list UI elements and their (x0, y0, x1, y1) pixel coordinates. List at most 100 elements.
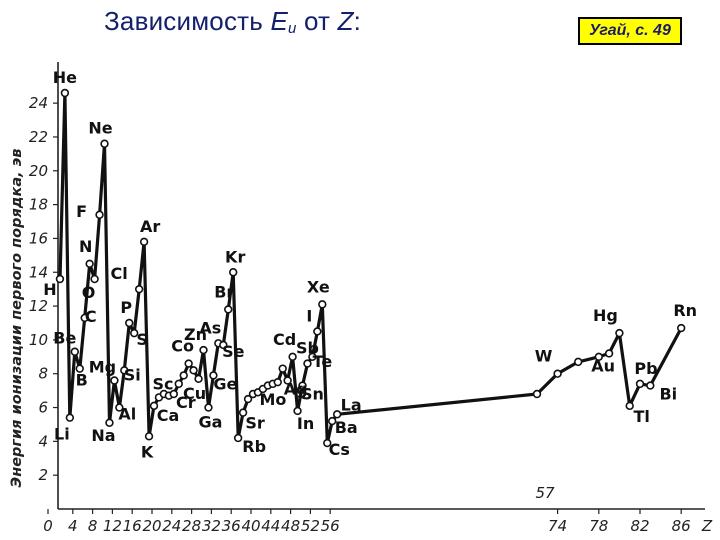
data-point (105, 418, 114, 427)
x-tick-label: 86 (672, 517, 691, 535)
element-label: Co (171, 337, 194, 356)
data-point (328, 416, 337, 426)
y-tick-label: 22 (29, 128, 48, 146)
element-label: Cl (111, 264, 128, 283)
data-point (95, 210, 104, 219)
x-tick-label: 12 (103, 517, 122, 535)
element-label: La (341, 395, 362, 414)
element-label: Cu (183, 384, 206, 403)
data-point (238, 408, 248, 417)
y-tick-label: 12 (29, 297, 48, 315)
element-label: Si (124, 365, 141, 384)
y-tick-label: 18 (29, 196, 48, 214)
data-point (278, 364, 287, 373)
element-label: I (306, 306, 312, 325)
element-label: C (85, 307, 97, 326)
element-label: Na (91, 426, 115, 445)
x-tick-label: 44 (261, 517, 280, 535)
data-point (85, 259, 94, 268)
element-label: N (79, 237, 92, 256)
data-point (323, 438, 332, 448)
x-tick-label: 8 (88, 517, 98, 535)
data-point (318, 300, 327, 309)
data-point (144, 432, 154, 441)
y-tick-label: 2 (38, 466, 48, 484)
data-point (298, 381, 307, 390)
data-point (179, 371, 188, 380)
data-point (169, 389, 179, 399)
element-label: Sb (296, 339, 319, 358)
x-tick-label: 16 (123, 517, 142, 535)
element-label: Br (214, 282, 234, 301)
y-tick-label: 16 (29, 229, 48, 247)
data-point (676, 323, 686, 333)
element-label: Ca (157, 406, 180, 425)
data-point (55, 274, 65, 284)
y-tick-label: 6 (38, 399, 48, 417)
data-point (273, 377, 282, 387)
title-suffix: : (353, 6, 362, 36)
element-label: Al (118, 405, 136, 424)
element-label: Ga (198, 413, 222, 432)
element-label: B (76, 371, 88, 390)
data-point (293, 406, 302, 416)
data-point (70, 347, 80, 356)
data-point (115, 403, 124, 412)
data-point (615, 328, 624, 338)
x-tick-label: 20 (142, 517, 161, 535)
data-point (224, 305, 233, 314)
data-point (125, 318, 134, 328)
element-label: Mo (259, 390, 286, 409)
data-points (55, 88, 686, 448)
data-point (134, 284, 144, 294)
element-label: S (136, 330, 148, 349)
data-point (229, 268, 238, 277)
element-label: Pb (634, 359, 657, 378)
data-point (75, 364, 84, 373)
data-point (149, 401, 159, 411)
element-label: Ge (213, 374, 237, 393)
x-tick-label: 24 (162, 517, 181, 535)
element-label: H (43, 280, 56, 299)
x-tick-label: 0 (43, 517, 53, 535)
reference-text: Угай, с. 49 (589, 22, 671, 39)
element-label: Zn (184, 325, 207, 344)
title-sub: и (287, 20, 297, 37)
data-point (303, 359, 312, 368)
element-label: Xe (307, 277, 330, 296)
element-label: F (76, 202, 87, 221)
data-point (313, 327, 322, 336)
y-tick-label: 4 (38, 432, 48, 450)
data-point (100, 139, 109, 148)
data-point (90, 274, 99, 284)
data-point (120, 366, 129, 375)
data-point (184, 359, 193, 368)
title-z: Z (337, 6, 354, 36)
x-tick-label: 48 (281, 517, 300, 535)
element-label: Tl (633, 407, 649, 426)
title-prefix: Зависимость (104, 6, 271, 36)
x-tick-label: Z (701, 517, 713, 535)
data-point (60, 88, 70, 98)
data-point (65, 413, 75, 422)
element-label: K (141, 442, 154, 461)
element-label: Te (313, 352, 333, 371)
data-point (594, 352, 603, 362)
slide-title: Зависимость Eи от Z: (104, 6, 361, 37)
axes: Энергия ионизации первого порядка, эв (9, 62, 705, 510)
x-tick-label: 52 (301, 517, 320, 535)
data-point (283, 376, 292, 385)
element-label: Ar (140, 217, 160, 236)
element-label: Ne (88, 119, 112, 138)
element-label: Kr (225, 247, 245, 266)
element-label: W (535, 347, 553, 366)
x-tick-label: 28 (182, 517, 201, 535)
data-point (532, 389, 542, 399)
element-label: Cr (176, 393, 196, 412)
element-label: P (120, 298, 132, 317)
y-axis-label: Энергия ионизации первого порядка, эв (9, 149, 25, 488)
data-point (573, 357, 583, 367)
